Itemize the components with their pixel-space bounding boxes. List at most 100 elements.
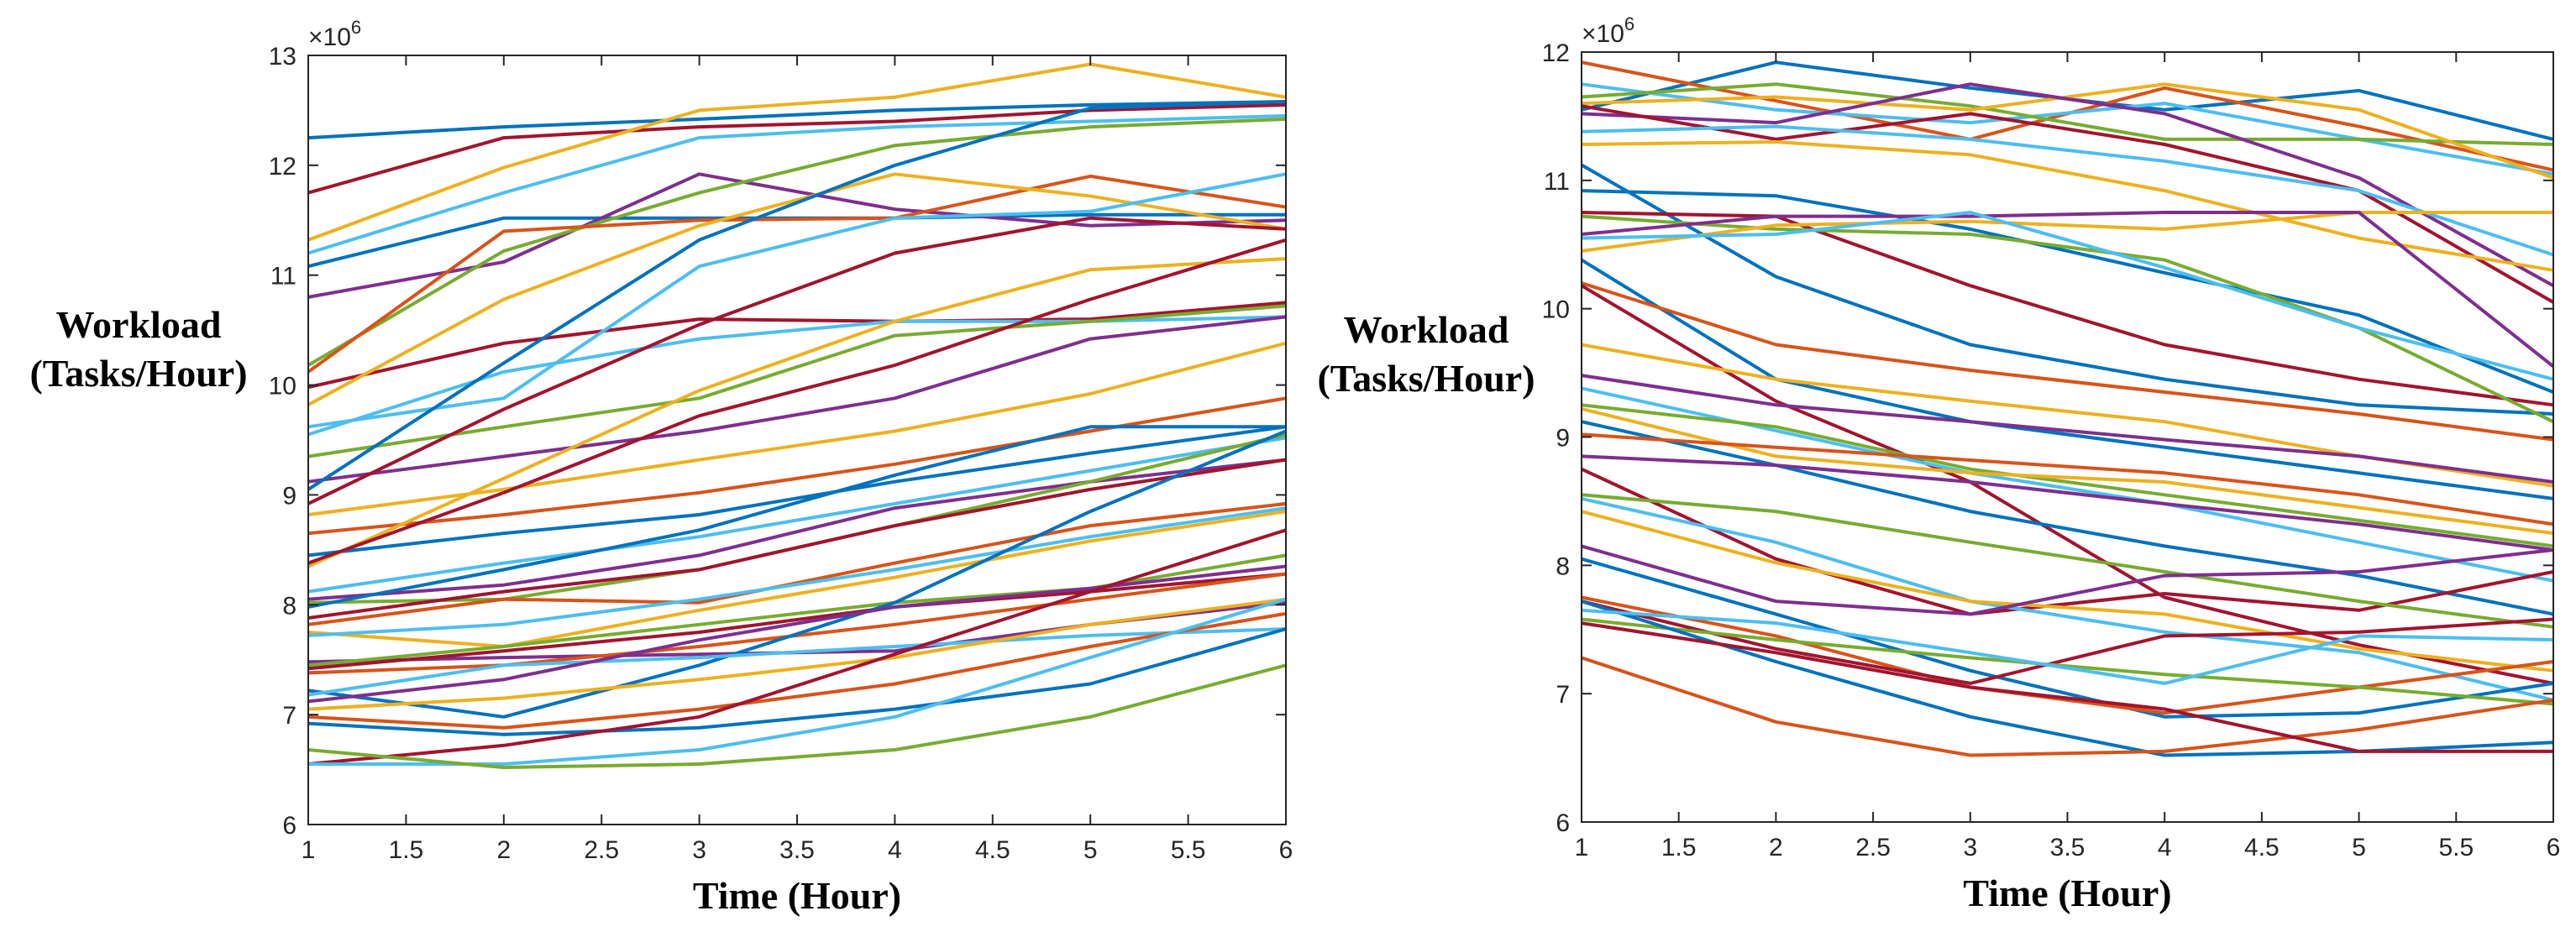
series-line-32 bbox=[1581, 544, 2554, 616]
left-workload-chart: 1 1.5 2 2.5 3 3.5 4 4.5 5 5.5 6 6 7 8 9 10 11 12 13 ×106 T… bbox=[29, 17, 1293, 917]
left-y-axis-label-line1: Workload bbox=[56, 303, 222, 346]
series-line-34 bbox=[1581, 595, 2554, 715]
x-tick-label: 1 bbox=[1575, 834, 1589, 861]
series-line-19 bbox=[307, 425, 1287, 558]
series-line-12 bbox=[1581, 211, 2554, 407]
y-tick-label: 10 bbox=[269, 373, 296, 401]
series-line-6 bbox=[1581, 82, 2554, 287]
series-line-10 bbox=[307, 172, 1287, 406]
series-line-1 bbox=[307, 100, 1287, 140]
series-line-36 bbox=[1581, 617, 2554, 706]
series-line-25 bbox=[1581, 420, 2554, 616]
series-line-9 bbox=[307, 301, 1287, 390]
series-line-35 bbox=[1581, 600, 2554, 685]
x-tick-label: 1.5 bbox=[1661, 834, 1697, 861]
series-line-2 bbox=[1581, 60, 2554, 172]
x-tick-label: 3 bbox=[1963, 834, 1977, 861]
series-line-3 bbox=[307, 62, 1287, 242]
y-tick-label: 9 bbox=[1556, 425, 1570, 453]
left-y-axis-label-line2: (Tasks/Hour) bbox=[29, 352, 247, 395]
series-line-4 bbox=[1581, 82, 2554, 146]
series-line-33 bbox=[1581, 557, 2554, 719]
series-line-23 bbox=[307, 458, 1287, 601]
series-line-14 bbox=[1581, 211, 2553, 253]
y-tick-label: 8 bbox=[1556, 552, 1570, 580]
series-line-21 bbox=[1581, 374, 2554, 484]
x-tick-label: 6 bbox=[2547, 834, 2561, 861]
series-line-16 bbox=[307, 216, 1287, 505]
x-tick-label: 2.5 bbox=[584, 836, 619, 864]
series-line-11 bbox=[307, 172, 1287, 429]
x-tick-label: 2.5 bbox=[1855, 834, 1891, 861]
series-line-38 bbox=[307, 611, 1287, 730]
x-tick-label: 5 bbox=[1083, 836, 1098, 864]
right-exponent-label: ×106 bbox=[1582, 13, 1634, 48]
series-line-6 bbox=[307, 172, 1287, 299]
series-line-8 bbox=[1581, 124, 2554, 257]
series-line-13 bbox=[1581, 214, 2554, 424]
y-tick-label: 13 bbox=[269, 43, 296, 71]
series-line-29 bbox=[307, 506, 1287, 637]
x-tick-label: 3.5 bbox=[779, 836, 815, 864]
series-line-32 bbox=[307, 572, 1287, 671]
right-series-lines bbox=[1580, 60, 2555, 757]
series-line-36 bbox=[307, 597, 1287, 711]
series-line-38 bbox=[1581, 656, 2554, 757]
series-line-22 bbox=[307, 436, 1287, 594]
series-line-19 bbox=[1580, 284, 2554, 685]
y-tick-label: 8 bbox=[282, 592, 296, 620]
series-line-26 bbox=[307, 458, 1287, 620]
series-line-11 bbox=[1581, 189, 2554, 394]
series-line-20 bbox=[307, 257, 1287, 568]
series-line-27 bbox=[1581, 454, 2554, 552]
series-line-39 bbox=[1581, 608, 2554, 685]
series-line-29 bbox=[1581, 493, 2554, 629]
right-y-axis-label-line1: Workload bbox=[1344, 308, 1509, 351]
right-x-axis-label: Time (Hour) bbox=[1963, 872, 2171, 914]
series-line-15 bbox=[1581, 211, 2555, 368]
y-tick-label: 7 bbox=[282, 702, 296, 730]
series-line-17 bbox=[1580, 258, 2554, 500]
series-line-21 bbox=[307, 238, 1287, 565]
series-line-28 bbox=[1581, 467, 2554, 616]
x-tick-label: 6 bbox=[1279, 836, 1293, 864]
series-line-37 bbox=[307, 564, 1287, 704]
series-line-13 bbox=[307, 304, 1287, 458]
series-line-34 bbox=[307, 429, 1287, 719]
x-tick-label: 3.5 bbox=[2050, 834, 2085, 861]
x-tick-label: 5.5 bbox=[2438, 834, 2474, 861]
series-line-40 bbox=[1581, 621, 2553, 753]
y-tick-label: 9 bbox=[282, 482, 296, 510]
series-line-26 bbox=[1581, 432, 2554, 526]
y-tick-label: 10 bbox=[1542, 296, 1570, 324]
series-line-24 bbox=[1581, 406, 2554, 536]
series-line-5 bbox=[1581, 82, 2554, 180]
series-line-25 bbox=[307, 425, 1286, 609]
series-line-16 bbox=[1581, 211, 2554, 381]
series-line-2 bbox=[307, 102, 1287, 195]
series-line-30 bbox=[1581, 496, 2554, 702]
x-tick-label: 4.5 bbox=[2244, 834, 2280, 861]
series-line-39 bbox=[307, 627, 1287, 736]
series-line-9 bbox=[1581, 140, 2554, 272]
x-tick-label: 2 bbox=[496, 836, 511, 864]
x-tick-label: 5.5 bbox=[1171, 836, 1206, 864]
left-exponent-label: ×106 bbox=[308, 17, 361, 51]
series-line-4 bbox=[307, 114, 1287, 255]
left-x-axis-label: Time (Hour) bbox=[693, 874, 901, 917]
right-workload-chart: 1 1.5 2 2.5 3 3.5 4 4.5 5 5.5 6 6 7 8 9 10 11 12 ×106 Tim… bbox=[1317, 13, 2560, 914]
series-line-7 bbox=[307, 117, 1287, 367]
x-tick-label: 4 bbox=[888, 836, 902, 864]
series-line-23 bbox=[1581, 403, 2554, 548]
series-line-18 bbox=[307, 396, 1287, 536]
series-line-17 bbox=[307, 341, 1287, 516]
series-line-7 bbox=[1581, 104, 2554, 304]
y-tick-label: 6 bbox=[1556, 809, 1570, 837]
series-line-10 bbox=[1581, 163, 2554, 416]
series-line-37 bbox=[1581, 600, 2554, 757]
series-line-42 bbox=[307, 663, 1287, 769]
x-tick-label: 4.5 bbox=[975, 836, 1010, 864]
series-line-35 bbox=[307, 627, 1287, 697]
series-line-40 bbox=[307, 528, 1287, 766]
